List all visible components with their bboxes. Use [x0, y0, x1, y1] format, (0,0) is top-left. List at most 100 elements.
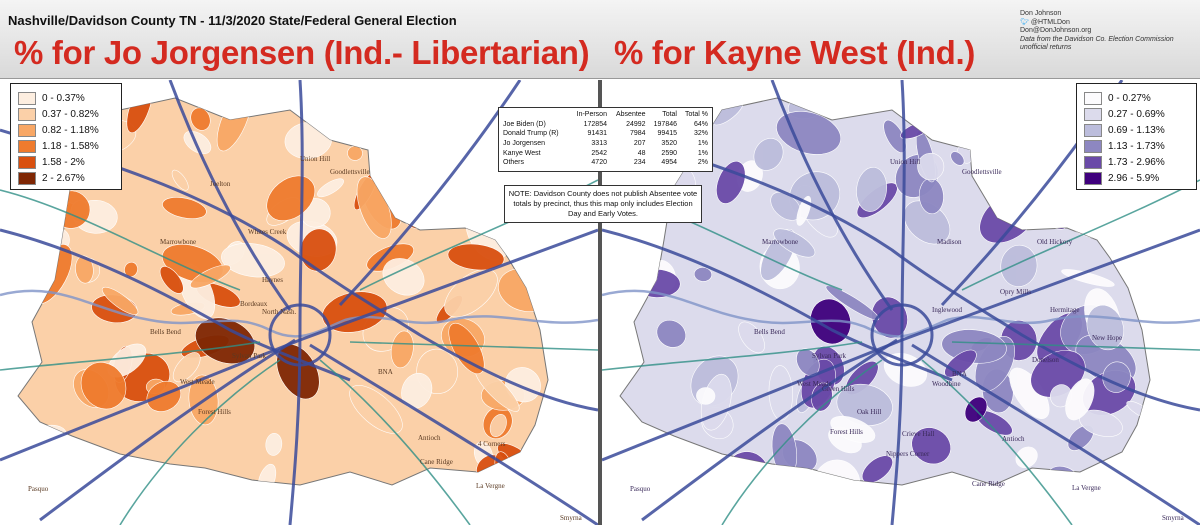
- results-cell: 64%: [693, 120, 708, 128]
- place-label: Cane Ridge: [972, 480, 1005, 488]
- results-header-row: In-Person Absentee Total Total %: [501, 110, 710, 120]
- place-label: West Meade: [797, 380, 832, 388]
- interstate-highway: [39, 338, 296, 522]
- legend-label: 2 - 2.67%: [42, 172, 85, 184]
- precinct: [1119, 225, 1144, 252]
- results-cell: 3313: [591, 140, 607, 148]
- place-label: Goodlettsville: [330, 168, 370, 176]
- data-source: Data from the Davidson Co. Election Comm…: [1020, 35, 1174, 43]
- jorgensen-map-title: % for Jo Jorgensen (Ind.- Libertarian): [14, 34, 590, 71]
- state-route: [602, 341, 863, 371]
- precinct: [773, 228, 816, 258]
- legend-label: 1.13 - 1.73%: [1108, 140, 1165, 152]
- place-label: Smyrna: [1162, 514, 1184, 522]
- interstate-highway: [890, 80, 906, 525]
- author-twitter[interactable]: @HTMLDon: [1030, 18, 1070, 26]
- place-label: Smyrna: [560, 514, 582, 522]
- results-cell: Others: [503, 159, 525, 167]
- precinct: [221, 243, 285, 278]
- place-label: Sylvan Park: [232, 352, 267, 360]
- results-cell: 207: [633, 140, 646, 148]
- interstate-highway: [288, 80, 304, 525]
- west-legend-item: 0.69 - 1.13%: [1084, 122, 1189, 138]
- results-cell: 48: [637, 149, 646, 157]
- results-cell: 2590: [661, 149, 677, 157]
- results-cell: 99415: [657, 130, 677, 138]
- author-credit: Don Johnson 🐦︎ @HTMLDon Don@DonJohnson.o…: [1020, 10, 1195, 53]
- interstate-highway: [911, 343, 1200, 525]
- state-route: [319, 359, 471, 525]
- results-cell: 197846: [653, 120, 677, 128]
- place-label: Old Hickory: [1037, 238, 1073, 246]
- place-label: New Hope: [1092, 334, 1123, 342]
- state-route: [119, 359, 281, 525]
- state-route: [0, 189, 241, 291]
- interstate-highway: [338, 80, 522, 307]
- precinct: [1015, 446, 1038, 469]
- legend-label: 1.18 - 1.58%: [42, 140, 99, 152]
- jorgensen-legend-item: 0 - 0.37%: [18, 90, 114, 106]
- precinct: [257, 463, 277, 485]
- state-route: [961, 179, 1200, 291]
- legend-swatch: [18, 155, 36, 169]
- results-column-header: Total %: [685, 111, 708, 119]
- place-label: North Nash.: [262, 308, 297, 316]
- results-cell: Jo Jorgensen: [503, 140, 546, 148]
- place-label: Pasquo: [28, 485, 49, 493]
- place-label: Haynes: [262, 276, 283, 284]
- results-column-header: Total: [662, 111, 677, 119]
- results-cell: 2%: [697, 159, 708, 167]
- results-cell: 32%: [693, 130, 708, 138]
- precinct: [980, 98, 1006, 138]
- jorgensen-legend-item: 2 - 2.67%: [18, 170, 114, 186]
- precinct: [489, 413, 507, 438]
- precinct: [856, 166, 888, 212]
- legend-swatch: [1084, 91, 1102, 105]
- place-label: Goodlettsville: [962, 168, 1002, 176]
- west-legend: 0 - 0.27% 0.27 - 0.69% 0.69 - 1.13% 1.13 - …: [1076, 83, 1197, 190]
- precinct: [373, 150, 411, 181]
- place-label: Oak Hill: [857, 408, 882, 416]
- legend-swatch: [18, 107, 36, 121]
- results-cell: 3520: [661, 140, 677, 148]
- place-label: La Vergne: [476, 482, 505, 490]
- absentee-note: NOTE: Davidson County does not publish A…: [504, 185, 702, 223]
- results-row: Others 4720 234 4954 2%: [501, 158, 710, 168]
- place-label: Marrowbone: [762, 238, 799, 246]
- interstate-highway: [602, 228, 1200, 462]
- results-row: Kanye West 2542 48 2590 1%: [501, 148, 710, 158]
- legend-swatch: [1084, 155, 1102, 169]
- place-label: Marrowbone: [160, 238, 197, 246]
- legend-label: 1.58 - 2%: [42, 156, 85, 168]
- precinct: [80, 362, 127, 410]
- results-cell: 91431: [587, 130, 607, 138]
- results-row: Jo Jorgensen 3313 207 3520 1%: [501, 139, 710, 149]
- interstate-highway: [309, 343, 598, 525]
- place-label: Union Hill: [890, 158, 921, 166]
- place-label: Madison: [937, 238, 962, 246]
- place-label: Green Hills: [822, 385, 855, 393]
- interstate-highway: [0, 228, 598, 462]
- legend-label: 2.96 - 5.9%: [1108, 172, 1160, 184]
- jorgensen-legend-item: 0.82 - 1.18%: [18, 122, 114, 138]
- precinct: [382, 258, 425, 296]
- west-legend-item: 1.73 - 2.96%: [1084, 154, 1189, 170]
- west-legend-item: 0.27 - 0.69%: [1084, 106, 1189, 122]
- legend-label: 0.37 - 0.82%: [42, 108, 99, 120]
- precinct: [374, 101, 407, 122]
- state-route: [721, 359, 883, 525]
- place-label: Sylvan Park: [812, 352, 847, 360]
- west-precinct-map[interactable]: 0 - 0.27% 0.27 - 0.69% 0.69 - 1.13% 1.13 - …: [602, 80, 1200, 525]
- place-label: Hermitage: [1050, 306, 1080, 314]
- place-label: Bells Bend: [150, 328, 181, 336]
- precinct: [1061, 269, 1115, 287]
- place-label: BNA: [952, 370, 967, 378]
- legend-label: 1.73 - 2.96%: [1108, 156, 1165, 168]
- author-email[interactable]: Don@DonJohnson.org: [1020, 27, 1092, 34]
- place-label: West Meade: [180, 378, 215, 386]
- results-cell: 24992: [626, 120, 646, 128]
- interstate-highway: [641, 338, 898, 522]
- precinct: [24, 435, 62, 476]
- place-label: Nippers Corner: [886, 450, 930, 458]
- west-map-title: % for Kayne West (Ind.): [614, 34, 976, 71]
